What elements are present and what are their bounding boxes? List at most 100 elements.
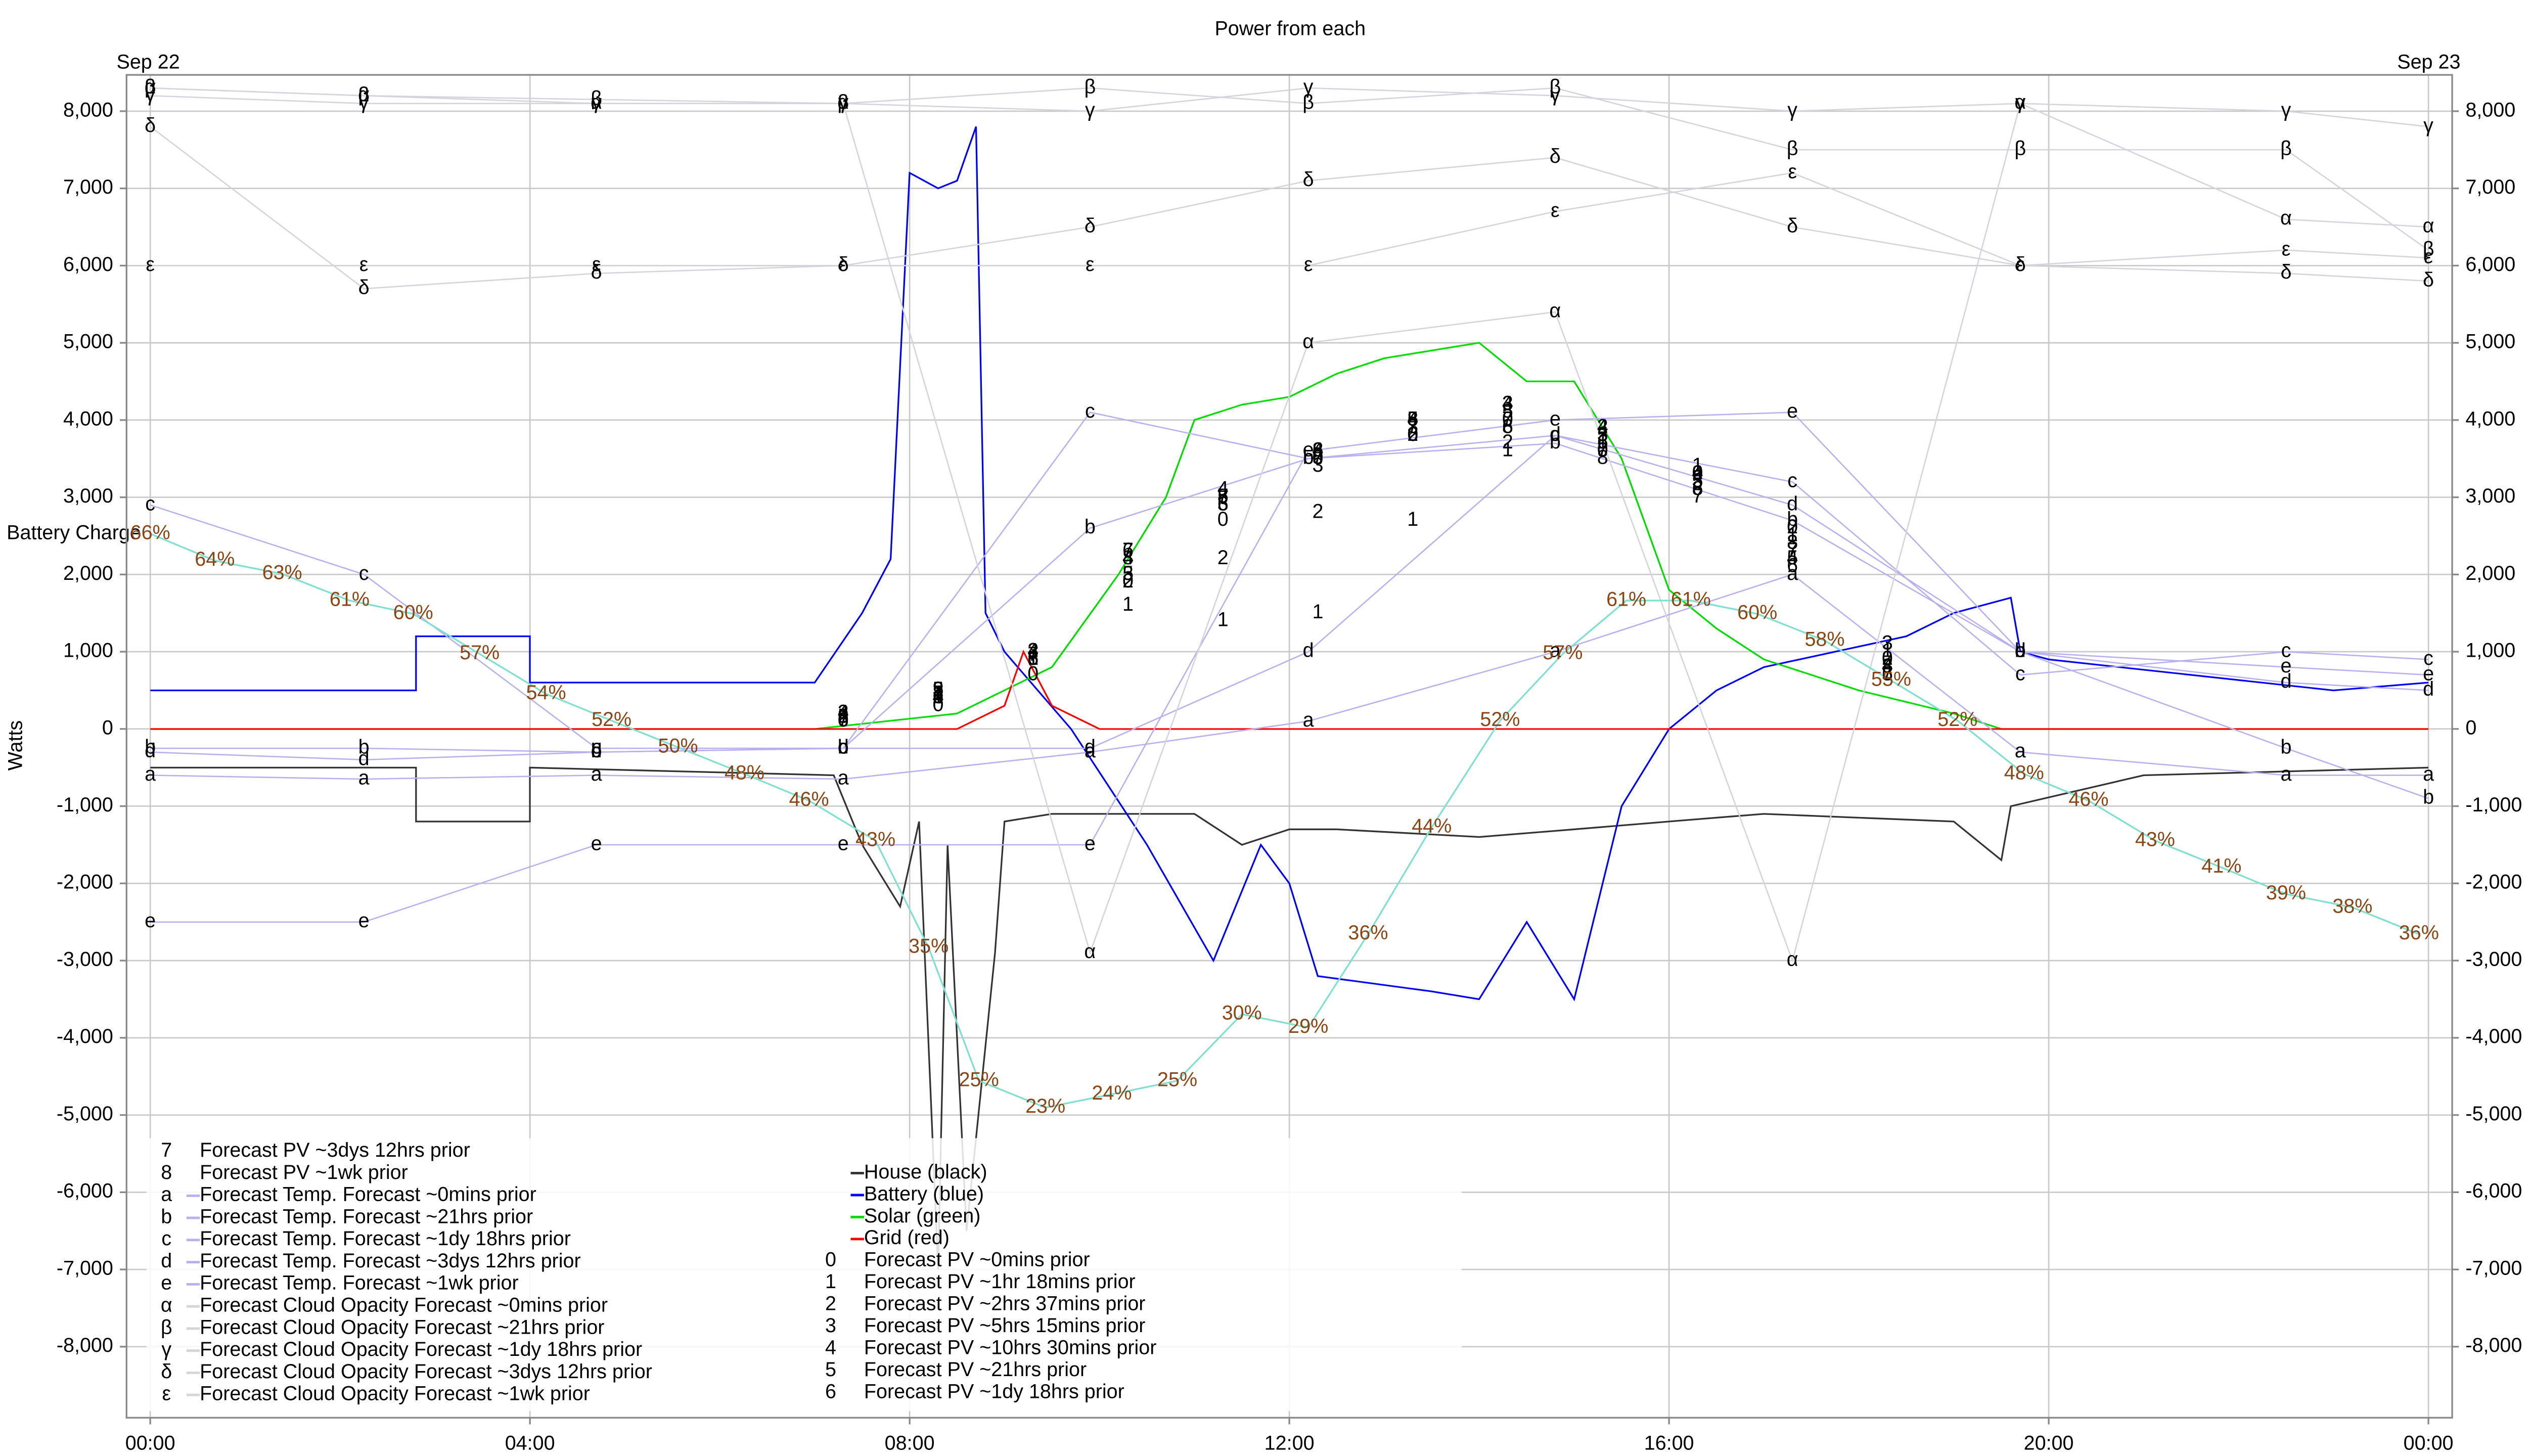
legend-label: Forecast Temp. Forecast ~0mins prior: [200, 1184, 536, 1206]
y-tick-label-right: 2,000: [2465, 562, 2515, 584]
forecast-marker: 7: [932, 682, 943, 704]
forecast-marker: 5: [1312, 446, 1323, 469]
legend-label: Forecast PV ~0mins prior: [864, 1249, 1090, 1271]
forecast-marker: 3: [1027, 640, 1039, 662]
forecast-marker: ε: [1086, 253, 1095, 276]
forecast-marker: 4: [1787, 547, 1798, 569]
y-tick-label: 2,000: [63, 562, 113, 584]
forecast-marker: 8: [1882, 655, 1893, 677]
forecast-marker: d: [838, 736, 849, 758]
forecast-marker: 6: [1597, 431, 1608, 453]
legend-symbol: γ: [161, 1338, 171, 1360]
forecast-marker: α: [2014, 91, 2026, 113]
legend-label: Forecast PV ~1dy 18hrs prior: [864, 1380, 1124, 1402]
charge-label: 29%: [1288, 1015, 1328, 1037]
y-tick-label-right: 8,000: [2465, 99, 2515, 121]
series-line: [150, 573, 2428, 780]
forecast-marker: α: [2280, 207, 2292, 229]
y-tick-label: 8,000: [63, 99, 113, 121]
forecast-marker: 2: [932, 678, 943, 700]
x-tick-label: 04:00: [505, 1432, 555, 1454]
charge-label: 54%: [526, 681, 566, 704]
charge-label: 46%: [789, 788, 829, 810]
forecast-marker: c: [2423, 647, 2433, 669]
forecast-marker: 1: [1502, 438, 1513, 461]
forecast-marker: e: [2423, 662, 2434, 685]
charge-label: 30%: [1222, 1002, 1262, 1024]
forecast-marker: 0: [1597, 438, 1608, 461]
forecast-marker: δ: [1303, 168, 1314, 191]
forecast-marker: 5: [1122, 562, 1134, 584]
charge-label: 50%: [658, 735, 698, 757]
y-tick-label: 3,000: [63, 485, 113, 507]
series-line: [150, 412, 2428, 923]
forecast-marker: 7: [1407, 416, 1418, 438]
charge-label: 41%: [2201, 855, 2241, 877]
y-tick-label-right: -3,000: [2465, 948, 2522, 971]
forecast-marker: c: [838, 736, 848, 758]
forecast-marker: 5: [1692, 470, 1703, 492]
forecast-marker: β: [2280, 138, 2292, 160]
forecast-marker: 6: [932, 686, 943, 708]
legend-symbol: ε: [162, 1383, 171, 1405]
forecast-marker: γ: [2281, 99, 2291, 121]
forecast-marker: 0: [1027, 662, 1039, 685]
charge-label: 60%: [393, 602, 433, 624]
legend-box: [146, 1138, 1462, 1412]
charge-label: 61%: [1606, 588, 1646, 610]
legend-label: Battery (blue): [864, 1182, 984, 1205]
forecast-marker: δ: [145, 114, 156, 136]
forecast-marker: c: [1085, 400, 1095, 422]
legend-symbol: d: [161, 1250, 172, 1272]
forecast-marker: 4: [1217, 477, 1229, 499]
legend-symbol: b: [161, 1205, 172, 1227]
charge-label: 46%: [2068, 788, 2108, 810]
forecast-marker: 3: [1692, 470, 1703, 492]
plot-lines: Battery Charge: [7, 87, 2429, 1270]
forecast-marker: β: [2014, 138, 2026, 160]
y-tick-label-right: 5,000: [2465, 331, 2515, 353]
forecast-marker: 1: [1882, 640, 1893, 662]
charge-label: 63%: [262, 562, 302, 584]
charge-label: 24%: [1092, 1082, 1132, 1104]
charge-label: 36%: [1348, 922, 1388, 944]
forecast-marker: δ: [1787, 214, 1798, 237]
x-tick-label: 00:00: [125, 1432, 175, 1454]
legend-label: Forecast PV ~1hr 18mins prior: [864, 1270, 1136, 1293]
forecast-marker: β: [591, 87, 602, 109]
forecast-marker: 8: [1027, 647, 1039, 669]
x-tick-label: 20:00: [2024, 1432, 2074, 1454]
forecast-marker: 4: [1312, 438, 1323, 461]
charge-line: [150, 533, 2419, 1109]
forecast-marker: 0: [1312, 446, 1323, 469]
forecast-marker: δ: [2015, 253, 2026, 276]
series-line: [150, 434, 2428, 761]
y-tick-label: -2,000: [57, 871, 113, 893]
forecast-marker: 1: [1027, 647, 1039, 669]
charge-label: 38%: [2332, 895, 2372, 917]
forecast-marker: 4: [1407, 407, 1418, 430]
forecast-marker: 0: [932, 693, 943, 715]
forecast-marker: β: [358, 83, 370, 106]
legend-symbol: a: [161, 1184, 172, 1206]
forecast-marker: 2: [1312, 500, 1323, 523]
forecast-marker: 8: [932, 682, 943, 704]
charge-label: 43%: [855, 828, 895, 850]
forecast-marker: 1: [1787, 523, 1798, 545]
legend-label: Forecast Temp. Forecast ~1wk prior: [200, 1272, 519, 1294]
x-tick-label: 08:00: [885, 1432, 935, 1454]
legend-label: Forecast Cloud Opacity Forecast ~1dy 18h…: [200, 1338, 642, 1360]
forecast-marker: 3: [1407, 416, 1418, 438]
forecast-marker: γ: [145, 83, 155, 106]
forecast-marker: 3: [1312, 454, 1323, 476]
y-tick-label-right: -7,000: [2465, 1257, 2522, 1279]
forecast-marker: 7: [1597, 438, 1608, 461]
forecast-marker: b: [1550, 431, 1561, 453]
forecast-marker: 7: [1027, 643, 1039, 665]
forecast-marker: 8: [1312, 438, 1323, 461]
y-tick-label-right: 3,000: [2465, 485, 2515, 507]
legend-label: Forecast Cloud Opacity Forecast ~3dys 12…: [200, 1360, 652, 1383]
forecast-marker: a: [591, 763, 602, 785]
forecast-marker: e: [145, 909, 156, 932]
forecast-marker: 8: [1597, 446, 1608, 469]
